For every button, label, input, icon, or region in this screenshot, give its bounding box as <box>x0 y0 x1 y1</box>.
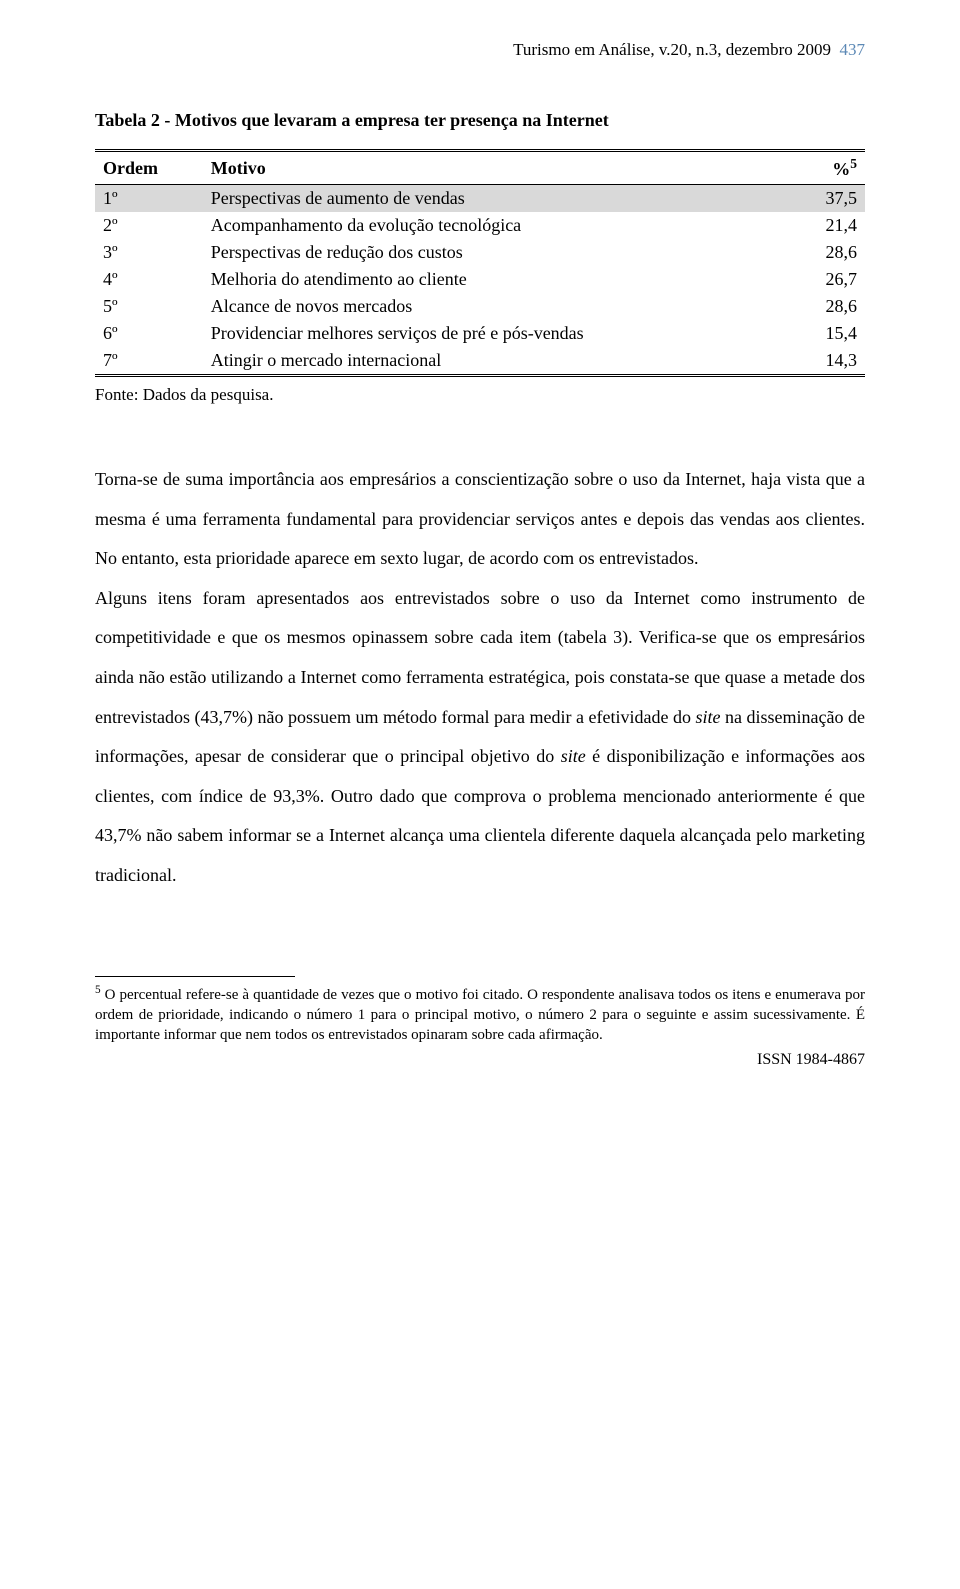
table-row: 1º Perspectivas de aumento de vendas 37,… <box>95 185 865 213</box>
cell-motivo: Perspectivas de redução dos custos <box>203 239 757 266</box>
table-header-row: Ordem Motivo %5 <box>95 151 865 185</box>
cell-value: 14,3 <box>757 347 865 376</box>
paragraph-1: Torna-se de suma importância aos empresá… <box>95 460 865 579</box>
cell-motivo: Alcance de novos mercados <box>203 293 757 320</box>
table-row: 2º Acompanhamento da evolução tecnológic… <box>95 212 865 239</box>
cell-motivo: Perspectivas de aumento de vendas <box>203 185 757 213</box>
footnote-separator <box>95 976 295 977</box>
col-motivo: Motivo <box>203 151 757 185</box>
table-source: Fonte: Dados da pesquisa. <box>95 385 865 405</box>
table-row: 4º Melhoria do atendimento ao cliente 26… <box>95 266 865 293</box>
table-row: 5º Alcance de novos mercados 28,6 <box>95 293 865 320</box>
journal-citation: Turismo em Análise, v.20, n.3, dezembro … <box>513 40 831 59</box>
cell-value: 28,6 <box>757 293 865 320</box>
cell-value: 15,4 <box>757 320 865 347</box>
col-percent: %5 <box>757 151 865 185</box>
cell-motivo: Providenciar melhores serviços de pré e … <box>203 320 757 347</box>
italic-site: site <box>561 746 586 766</box>
cell-value: 21,4 <box>757 212 865 239</box>
cell-ordem: 1º <box>95 185 203 213</box>
cell-ordem: 4º <box>95 266 203 293</box>
page-header: Turismo em Análise, v.20, n.3, dezembro … <box>95 40 865 60</box>
italic-site: site <box>696 707 721 727</box>
paragraph-2: Alguns itens foram apresentados aos entr… <box>95 579 865 896</box>
cell-motivo: Melhoria do atendimento ao cliente <box>203 266 757 293</box>
cell-ordem: 6º <box>95 320 203 347</box>
table-row: 3º Perspectivas de redução dos custos 28… <box>95 239 865 266</box>
cell-value: 37,5 <box>757 185 865 213</box>
cell-ordem: 5º <box>95 293 203 320</box>
cell-value: 28,6 <box>757 239 865 266</box>
footnote-text: 5 O percentual refere-se à quantidade de… <box>95 983 865 1046</box>
motivos-table: Ordem Motivo %5 1º Perspectivas de aumen… <box>95 149 865 377</box>
cell-ordem: 7º <box>95 347 203 376</box>
cell-value: 26,7 <box>757 266 865 293</box>
cell-ordem: 2º <box>95 212 203 239</box>
cell-ordem: 3º <box>95 239 203 266</box>
cell-motivo: Atingir o mercado internacional <box>203 347 757 376</box>
issn-label: ISSN 1984-4867 <box>95 1051 865 1069</box>
table-row: 6º Providenciar melhores serviços de pré… <box>95 320 865 347</box>
col-ordem: Ordem <box>95 151 203 185</box>
cell-motivo: Acompanhamento da evolução tecnológica <box>203 212 757 239</box>
table-title: Tabela 2 - Motivos que levaram a empresa… <box>95 110 865 131</box>
table-row: 7º Atingir o mercado internacional 14,3 <box>95 347 865 376</box>
page-number: 437 <box>840 40 866 59</box>
